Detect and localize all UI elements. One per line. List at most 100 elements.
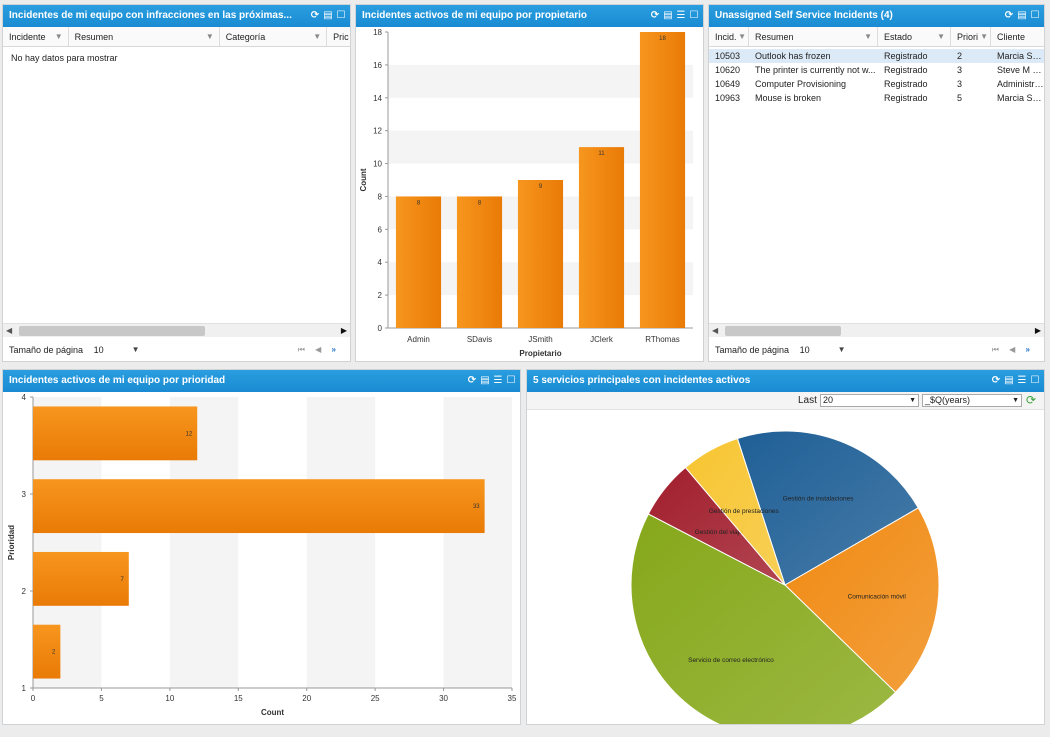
export-icon[interactable]: ▤: [663, 10, 673, 21]
maximize-icon[interactable]: ☐: [1030, 375, 1040, 386]
grid-band: [443, 397, 512, 688]
scroll-left-icon[interactable]: ◀: [6, 326, 13, 335]
column-header-categoria[interactable]: Categoría ▼: [220, 27, 328, 46]
data-label: 7: [120, 577, 124, 583]
chevron-down-icon: ▼: [131, 345, 140, 354]
table-cell: Registrado: [884, 65, 928, 75]
refresh-icon[interactable]: ⟳: [1026, 393, 1037, 407]
data-label: 12: [186, 431, 193, 437]
refresh-icon[interactable]: ⟳: [467, 375, 477, 386]
scroll-right-icon[interactable]: ▶: [1034, 326, 1041, 335]
x-tick-label: 30: [439, 694, 448, 703]
filter-icon[interactable]: ▼: [54, 32, 63, 41]
slice-label: Gestión del viaje: [695, 529, 743, 536]
last-count-select[interactable]: 20 ▼: [820, 394, 919, 407]
refresh-icon[interactable]: ⟳: [991, 375, 1001, 386]
refresh-icon[interactable]: ⟳: [650, 10, 660, 21]
export-icon[interactable]: ▤: [323, 10, 333, 21]
table-cell: 10649: [715, 79, 741, 89]
x-tick-label: 20: [302, 694, 311, 703]
maximize-icon[interactable]: ☐: [1030, 10, 1040, 21]
export-icon[interactable]: ▤: [1017, 10, 1027, 21]
maximize-icon[interactable]: ☐: [336, 10, 346, 21]
data-label: 8: [417, 200, 421, 206]
page-size-select[interactable]: 10 ▼: [800, 339, 846, 361]
refresh-icon[interactable]: ⟳: [310, 10, 320, 21]
list-icon[interactable]: ☰: [676, 10, 686, 21]
first-page-icon[interactable]: ⏮: [991, 345, 1003, 354]
export-icon[interactable]: ▤: [480, 375, 490, 386]
x-axis-title: Count: [261, 708, 284, 717]
slice-label: Gestión de prestaciones: [709, 508, 780, 515]
filter-icon[interactable]: ▼: [864, 32, 872, 41]
column-header-estado[interactable]: Estado ▼: [878, 27, 951, 46]
column-header-incidente[interactable]: Incidente ▼: [3, 27, 69, 46]
column-header-resumen[interactable]: Resumen ▼: [69, 27, 220, 46]
scroll-left-icon[interactable]: ◀: [712, 326, 719, 335]
table-row[interactable]: 10620 The printer is currently not w... Re…: [709, 63, 1044, 77]
y-tick-label: 3: [22, 490, 27, 499]
next-pages-icon[interactable]: »: [1025, 345, 1034, 354]
column-header-resumen[interactable]: Resumen ▼: [749, 27, 878, 46]
export-icon[interactable]: ▤: [1004, 375, 1014, 386]
slice-label: Servicio de correo electrónico: [688, 657, 774, 664]
page-size-select[interactable]: 10 ▼: [94, 339, 140, 361]
panel-sla-incidents: Incidentes de mi equipo con infracciones…: [2, 4, 351, 362]
y-tick-label: 4: [22, 393, 27, 402]
bar: [456, 196, 503, 328]
next-pages-icon[interactable]: »: [331, 345, 340, 354]
table-cell: 10963: [715, 93, 741, 103]
panel-title: Incidentes de mi equipo con infracciones…: [9, 10, 292, 21]
table-cell: Administrato: [997, 79, 1044, 89]
x-tick-label: Admin: [407, 335, 430, 344]
page-size-label: Tamaño de página: [9, 345, 84, 355]
bar: [517, 180, 564, 328]
horizontal-scrollbar[interactable]: ◀ ▶: [709, 323, 1044, 337]
table-row[interactable]: 10649 Computer Provisioning Registrado 3 Adm…: [709, 77, 1044, 91]
filter-icon[interactable]: ▼: [205, 32, 214, 41]
last-label: Last: [798, 395, 817, 406]
scroll-right-icon[interactable]: ▶: [340, 326, 347, 335]
scrollbar-thumb[interactable]: [725, 326, 841, 336]
maximize-icon[interactable]: ☐: [689, 10, 699, 21]
column-header-cliente[interactable]: Cliente: [997, 32, 1026, 42]
data-label: 33: [473, 504, 480, 510]
pager: Tamaño de página 10 ▼ ⏮ ◀ »: [709, 339, 1044, 361]
table-cell: 2: [957, 51, 963, 61]
chevron-down-icon: ▼: [909, 397, 916, 404]
maximize-icon[interactable]: ☐: [506, 375, 516, 386]
filter-icon[interactable]: ▼: [980, 32, 988, 41]
y-tick-label: 2: [378, 291, 383, 300]
panel-top-services: 5 servicios principales con incidentes a…: [526, 369, 1045, 725]
bar: [33, 551, 129, 606]
y-tick-label: 12: [373, 127, 382, 136]
table-cell: Computer Provisioning: [755, 79, 847, 89]
period-select[interactable]: _$Q(years) ▼: [922, 394, 1022, 407]
table-row[interactable]: 10503 Outlook has frozen Registrado 2 Marcia…: [709, 49, 1044, 63]
prev-page-icon[interactable]: ◀: [1009, 345, 1020, 354]
data-label: 18: [659, 36, 666, 42]
refresh-icon[interactable]: ⟳: [1004, 10, 1014, 21]
column-header-prioridad[interactable]: Pric: [333, 32, 349, 42]
panel-title: Incidentes activos de mi equipo por prop…: [362, 10, 588, 21]
first-page-icon[interactable]: ⏮: [297, 345, 309, 354]
column-header-incid[interactable]: Incid. ▼: [709, 27, 749, 46]
column-header-prioridad[interactable]: Priori ▼: [951, 27, 991, 46]
table-row[interactable]: 10963 Mouse is broken Registrado 5 Marcia S …: [709, 91, 1044, 105]
data-label: 8: [478, 200, 482, 206]
list-icon[interactable]: ☰: [493, 375, 503, 386]
services-pie-chart: Gestión de instalaciones Comunicación móv…: [630, 430, 940, 724]
filter-icon[interactable]: ▼: [738, 32, 746, 41]
list-icon[interactable]: ☰: [1017, 375, 1027, 386]
filter-icon[interactable]: ▼: [313, 32, 322, 41]
x-tick-label: 15: [234, 694, 243, 703]
pie-slice: [684, 437, 786, 586]
y-tick-label: 4: [378, 258, 383, 267]
horizontal-scrollbar[interactable]: ◀ ▶: [3, 323, 350, 337]
prev-page-icon[interactable]: ◀: [315, 345, 326, 354]
filter-icon[interactable]: ▼: [937, 32, 945, 41]
x-tick-label: 5: [99, 694, 104, 703]
x-tick-label: 35: [508, 694, 517, 703]
panel-title: 5 servicios principales con incidentes a…: [533, 375, 751, 386]
scrollbar-thumb[interactable]: [19, 326, 205, 336]
